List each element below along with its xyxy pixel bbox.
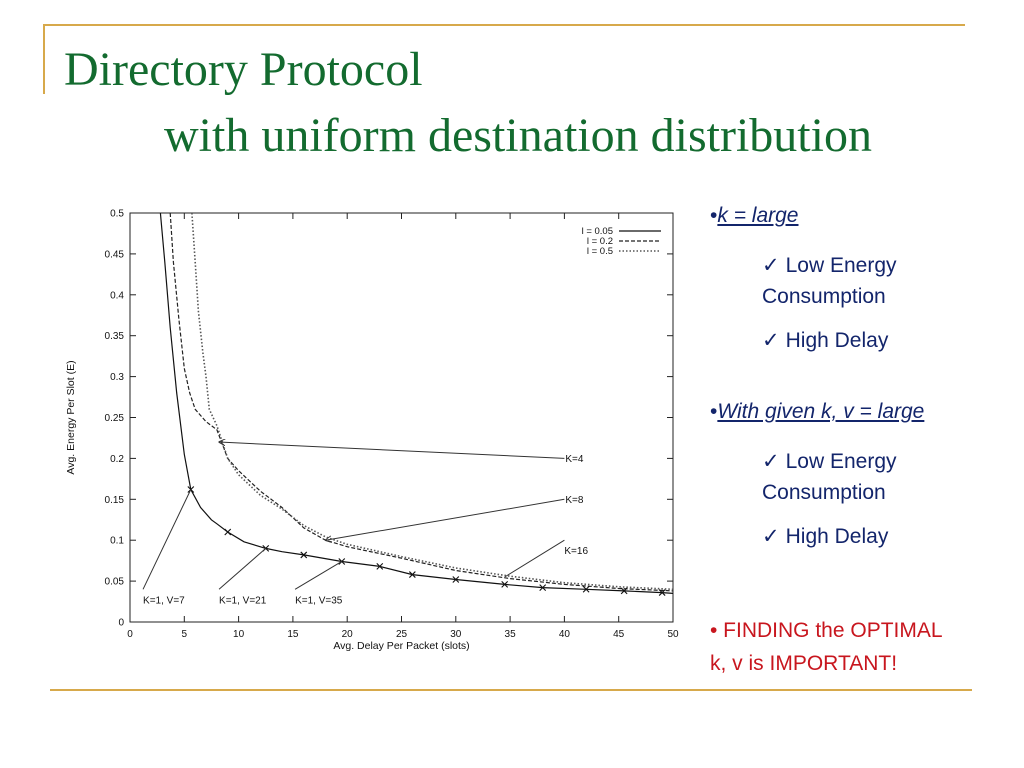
data-point-marker <box>376 562 384 570</box>
check-icon: ✓ <box>762 254 780 277</box>
annotation-label: K=4 <box>565 454 584 465</box>
annotation-arrow <box>142 489 192 590</box>
check-icon: ✓ <box>762 329 780 352</box>
annotation-label: K=1, V=35 <box>295 595 343 606</box>
finding-line-2: k, v is IMPORTANT! <box>710 652 898 675</box>
bullet-v-large-label: With given k, v = large <box>717 400 925 423</box>
data-point-marker <box>224 528 232 536</box>
series-group <box>159 213 673 594</box>
y-tick-label: 0.2 <box>110 454 124 465</box>
v-large-delay-item: ✓ High Delay <box>762 521 888 552</box>
annotation-arrow <box>294 561 343 590</box>
x-tick-label: 10 <box>233 629 245 640</box>
annotation-arrow <box>504 539 565 578</box>
data-point-marker <box>408 571 416 578</box>
series-line-3 <box>191 213 673 591</box>
series-line-2 <box>169 213 673 592</box>
plot-frame <box>129 212 674 623</box>
y-tick-label: 0.25 <box>105 413 125 424</box>
slide-subtitle: with uniform destination distribution <box>164 109 872 162</box>
x-tick-label: 0 <box>127 629 133 640</box>
annotation-label: K=1, V=7 <box>143 595 185 606</box>
y-tick-label: 0.05 <box>105 577 125 588</box>
bullet-v-large: •With given k, v = large <box>710 400 924 424</box>
item-label-cont: Consumption <box>762 481 886 504</box>
bullet-k-large-label: k = large <box>717 204 799 227</box>
annotation-label: K=16 <box>564 546 588 557</box>
data-point-marker <box>452 576 460 583</box>
legend-label: l = 0.5 <box>587 246 613 257</box>
check-icon: ✓ <box>762 450 780 473</box>
x-tick-label: 25 <box>396 629 408 640</box>
legend-label: l = 0.2 <box>587 236 613 247</box>
data-point-marker <box>539 584 547 592</box>
y-tick-label: 0.45 <box>105 249 125 260</box>
y-tick-label: 0 <box>118 618 124 629</box>
k-large-delay-item: ✓ High Delay <box>762 325 888 356</box>
bullet-k-large: •k = large <box>710 204 799 228</box>
annotation-arrow <box>218 548 267 590</box>
item-label: Low Energy <box>785 254 897 277</box>
y-tick-label: 0.3 <box>110 372 124 383</box>
finding-line-1: • FINDING the OPTIMAL <box>710 619 943 642</box>
item-label: Low Energy <box>785 450 897 473</box>
accent-line-bottom <box>50 689 972 691</box>
data-point-marker <box>620 587 628 595</box>
slide-title: Directory Protocol <box>64 43 423 96</box>
y-tick-label: 0.1 <box>110 536 124 547</box>
annotation-label: K=8 <box>565 495 584 506</box>
x-tick-label: 20 <box>342 629 354 640</box>
x-tick-label: 45 <box>613 629 625 640</box>
bullet-marker: • <box>710 204 718 227</box>
data-point-marker <box>658 589 666 596</box>
data-point-marker <box>501 580 509 588</box>
annotation-label: K=1, V=21 <box>219 595 267 606</box>
y-axis-label: Avg. Energy Per Slot (E) <box>65 360 77 474</box>
y-tick-label: 0.15 <box>105 495 125 506</box>
x-tick-label: 15 <box>287 629 299 640</box>
series-line-1 <box>159 213 673 594</box>
x-axis-label: Avg. Delay Per Packet (slots) <box>333 640 469 652</box>
annotation-arrow <box>219 442 565 459</box>
accent-line-left <box>43 24 45 94</box>
y-tick-label: 0.35 <box>105 331 125 342</box>
energy-delay-chart: 0 5 10 15 20 25 30 35 40 45 50 0 0.05 0.1 0.15 0.2 0.25 0… <box>65 209 679 653</box>
x-tick-label: 40 <box>559 629 571 640</box>
x-tick-label: 50 <box>667 629 679 640</box>
legend-label: l = 0.05 <box>582 226 613 237</box>
item-label-cont: Consumption <box>762 285 886 308</box>
v-large-energy-item: ✓ Low Energy Consumption <box>762 446 897 508</box>
data-point-marker <box>300 551 308 559</box>
x-tick-label: 30 <box>450 629 462 640</box>
finding-note: • FINDING the OPTIMAL k, v is IMPORTANT! <box>710 614 943 680</box>
check-icon: ✓ <box>762 525 780 548</box>
x-tick-label: 5 <box>182 629 188 640</box>
x-tick-label: 35 <box>505 629 517 640</box>
y-tick-label: 0.4 <box>110 290 124 301</box>
data-point-marker <box>582 585 590 593</box>
y-tick-label: 0.5 <box>110 209 124 220</box>
bullet-marker: • <box>710 400 718 423</box>
item-label: High Delay <box>785 525 889 548</box>
accent-line-top <box>43 24 965 26</box>
k-large-energy-item: ✓ Low Energy Consumption <box>762 250 897 312</box>
item-label: High Delay <box>785 329 889 352</box>
annotation-arrow <box>325 498 565 540</box>
